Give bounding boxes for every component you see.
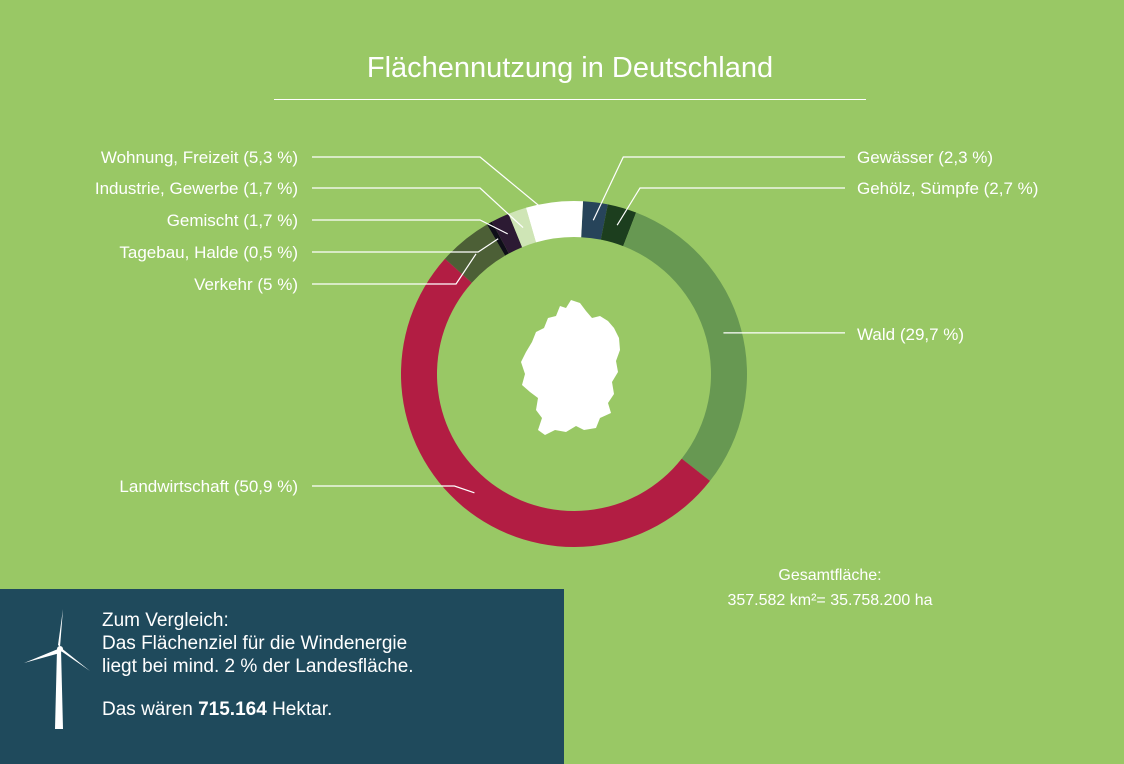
info-line-4-suffix: Hektar. (266, 699, 333, 720)
chart-title: Flächennutzung in Deutschland (366, 52, 774, 84)
total-area-label: Gesamtfläche: (778, 567, 882, 584)
label-gewässer: Gewässer (2,3 %) (857, 148, 993, 167)
leader-verkehr (312, 253, 477, 285)
label-wald: Wald (29,7 %) (857, 325, 964, 344)
label-gemischt: Gemischt (1,7 %) (167, 211, 298, 230)
slice-wald (623, 212, 748, 481)
label-tagebau-halde: Tagebau, Halde (0,5 %) (119, 243, 298, 262)
slice-gehölz-sümpfe (600, 204, 637, 247)
germany-map-icon (521, 300, 620, 435)
slice-landwirtschaft (401, 258, 711, 547)
leader-wohnung-freizeit (312, 156, 557, 221)
info-text: Zum Vergleich: Das Flächenziel für die W… (102, 609, 552, 721)
label-verkehr: Verkehr (5 %) (194, 275, 298, 294)
label-wohnung-freizeit: Wohnung, Freizeit (5,3 %) (101, 148, 298, 167)
slice-wohnung-freizeit (525, 200, 584, 243)
info-hectare-value: 715.164 (198, 699, 267, 720)
leader-industrie-gewerbe (312, 187, 524, 229)
info-line-4-prefix: Das wären (102, 699, 199, 720)
slice-verkehr (444, 224, 506, 283)
leader-gehölz-sümpfe (616, 187, 845, 226)
leader-gemischt (312, 219, 508, 235)
wind-turbine-icon (24, 609, 90, 729)
leader-tagebau-halde (312, 238, 499, 253)
title-underline (274, 99, 866, 100)
info-line-2: Das Flächenziel für die Windenergie (102, 633, 408, 654)
leader-gewässer (592, 156, 845, 221)
leader-landwirtschaft (312, 485, 475, 494)
info-line-4: Das wären 715.164 Hektar. (102, 698, 552, 721)
label-landwirtschaft: Landwirtschaft (50,9 %) (119, 477, 298, 496)
leader-lines (312, 156, 845, 494)
label-industrie-gewerbe: Industrie, Gewerbe (1,7 %) (95, 179, 298, 198)
info-line-1: Zum Vergleich: (102, 610, 229, 631)
total-area-value: 357.582 km²= 35.758.200 ha (727, 592, 933, 609)
slice-labels: Gewässer (2,3 %) Gehölz, Sümpfe (2,7 %) Wa… (95, 148, 1039, 496)
info-box: Zum Vergleich: Das Flächenziel für die W… (0, 589, 564, 764)
label-gehölz-sümpfe: Gehölz, Sümpfe (2,7 %) (857, 179, 1038, 198)
slice-gewässer (581, 201, 608, 240)
info-line-3: liegt bei mind. 2 % der Landesfläche. (102, 656, 414, 677)
